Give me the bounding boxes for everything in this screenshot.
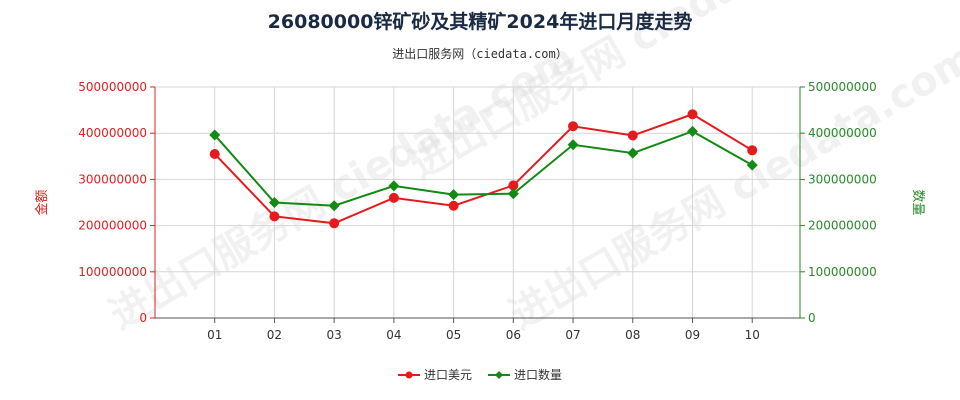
legend-label: 进口美元 [424, 368, 472, 382]
data-point [747, 145, 758, 156]
data-point [328, 200, 340, 212]
data-point [209, 129, 221, 141]
data-point [269, 211, 280, 222]
data-point [627, 147, 639, 159]
data-point [567, 139, 579, 151]
y-right-tick-label: 400000000 [808, 126, 877, 140]
y-right-tick-label: 0 [808, 311, 816, 325]
x-tick-label: 10 [745, 328, 760, 342]
y-right-tick-label: 200000000 [808, 219, 877, 233]
data-point [746, 159, 758, 171]
data-point [448, 200, 459, 211]
y-left-tick-label: 200000000 [78, 219, 147, 233]
y-left-tick-label: 0 [139, 311, 147, 325]
data-point [209, 148, 220, 159]
y-left-tick-label: 400000000 [78, 126, 147, 140]
y-left-tick-label: 500000000 [78, 80, 147, 94]
y-left-tick-label: 100000000 [78, 265, 147, 279]
data-point [388, 192, 399, 203]
legend-marker [495, 371, 503, 379]
y-right-tick-label: 300000000 [808, 172, 877, 186]
x-tick-label: 05 [446, 328, 461, 342]
y-axis-left-title: 金额 [34, 189, 50, 215]
chart-subtitle: 进出口服务网（ciedata.com） [392, 46, 567, 61]
x-tick-label: 09 [685, 328, 700, 342]
x-tick-label: 03 [327, 328, 342, 342]
data-point [508, 180, 519, 191]
data-point [687, 109, 698, 120]
axes-layer: 0 100000000 200000000 300000000 400000000 500… [34, 80, 925, 342]
series-line [213, 113, 753, 225]
data-point [687, 125, 698, 137]
data-point [329, 218, 340, 229]
data-point [448, 189, 460, 201]
series-layer [209, 109, 758, 229]
legend-label: 进口数量 [514, 367, 562, 382]
data-point [627, 130, 638, 141]
legend-marker [405, 371, 413, 379]
y-axis-right-title: 数量 [910, 189, 925, 215]
y-right-tick-label: 100000000 [808, 265, 877, 279]
data-point [507, 188, 519, 200]
legend: 进口美元 进口数量 [398, 367, 562, 382]
x-tick-label: 08 [625, 328, 640, 342]
chart-title: 26080000锌矿砂及其精矿2024年进口月度走势 [268, 10, 693, 33]
x-tick-label: 07 [565, 328, 580, 342]
series-line [213, 130, 753, 207]
x-tick-label: 02 [267, 328, 282, 342]
x-tick-label: 04 [386, 328, 401, 342]
x-tick-label: 06 [506, 328, 521, 342]
data-point [568, 121, 579, 132]
y-left-tick-label: 300000000 [78, 172, 147, 186]
y-right-tick-label: 500000000 [808, 80, 877, 94]
data-point [268, 197, 280, 208]
data-point [388, 180, 400, 192]
x-tick-label: 01 [207, 328, 222, 342]
